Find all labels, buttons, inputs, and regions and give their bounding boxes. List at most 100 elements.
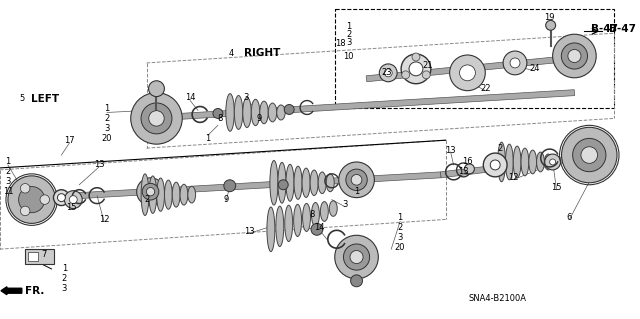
Text: 14: 14	[314, 223, 324, 232]
Text: 5: 5	[19, 94, 24, 103]
Circle shape	[69, 196, 77, 204]
Text: LEFT: LEFT	[31, 93, 59, 104]
Circle shape	[148, 111, 164, 126]
Circle shape	[450, 55, 485, 91]
Ellipse shape	[276, 206, 284, 247]
Ellipse shape	[521, 148, 529, 176]
Ellipse shape	[276, 105, 285, 120]
Ellipse shape	[312, 203, 319, 226]
Circle shape	[510, 58, 520, 68]
Circle shape	[483, 153, 507, 177]
Polygon shape	[25, 249, 54, 264]
Text: FR.: FR.	[25, 286, 44, 296]
Circle shape	[545, 154, 561, 170]
Circle shape	[568, 49, 581, 63]
Text: 3: 3	[342, 200, 348, 209]
Circle shape	[40, 195, 49, 204]
Circle shape	[561, 43, 588, 69]
Circle shape	[402, 71, 410, 79]
Circle shape	[401, 54, 431, 84]
Text: 3: 3	[243, 93, 248, 102]
Text: 1: 1	[397, 213, 403, 222]
Circle shape	[142, 183, 159, 200]
Text: 3: 3	[61, 284, 67, 293]
Text: 1: 1	[354, 187, 359, 196]
Text: 1: 1	[5, 158, 10, 167]
Text: B-47: B-47	[591, 24, 618, 34]
Text: 1: 1	[346, 22, 351, 31]
Circle shape	[573, 138, 606, 172]
Text: 20: 20	[102, 134, 112, 143]
Ellipse shape	[188, 186, 196, 203]
Text: 8: 8	[217, 114, 223, 123]
Polygon shape	[147, 90, 575, 121]
Ellipse shape	[294, 166, 302, 199]
Circle shape	[137, 178, 164, 205]
Circle shape	[490, 160, 500, 170]
Polygon shape	[10, 172, 441, 203]
Circle shape	[546, 20, 556, 30]
Circle shape	[20, 206, 30, 216]
Circle shape	[503, 51, 527, 75]
Text: 12: 12	[508, 173, 518, 182]
Text: 3: 3	[104, 124, 109, 133]
Text: 15: 15	[66, 203, 77, 212]
Circle shape	[350, 250, 363, 263]
Text: 3: 3	[397, 233, 403, 242]
Text: 2: 2	[5, 167, 10, 176]
Bar	[335, 10, 614, 108]
Ellipse shape	[285, 205, 292, 241]
Ellipse shape	[172, 182, 180, 207]
Ellipse shape	[180, 184, 188, 205]
Circle shape	[311, 223, 323, 235]
Ellipse shape	[294, 204, 301, 236]
Text: 9: 9	[257, 114, 262, 123]
Ellipse shape	[321, 202, 328, 221]
Text: 2: 2	[497, 144, 503, 152]
FancyArrow shape	[1, 287, 22, 295]
Circle shape	[550, 159, 556, 165]
Circle shape	[384, 69, 392, 77]
Circle shape	[409, 62, 423, 76]
Circle shape	[339, 162, 374, 198]
Circle shape	[213, 108, 223, 118]
Text: 3: 3	[5, 177, 11, 186]
Text: 20: 20	[395, 243, 405, 252]
Ellipse shape	[267, 207, 275, 252]
Ellipse shape	[260, 101, 268, 124]
Text: 19: 19	[545, 13, 555, 22]
Polygon shape	[366, 53, 595, 82]
Circle shape	[278, 180, 288, 190]
Text: 9: 9	[223, 195, 228, 204]
Circle shape	[351, 275, 362, 287]
Circle shape	[141, 103, 172, 134]
Text: 13: 13	[458, 167, 469, 176]
Text: 2: 2	[397, 223, 403, 232]
Ellipse shape	[164, 180, 172, 209]
Ellipse shape	[318, 172, 326, 194]
Text: 24: 24	[529, 64, 540, 73]
Text: SNA4-B2100A: SNA4-B2100A	[468, 294, 526, 303]
Text: 17: 17	[64, 136, 75, 145]
Circle shape	[380, 64, 397, 82]
Ellipse shape	[149, 176, 157, 213]
Text: 16: 16	[462, 158, 473, 167]
Circle shape	[19, 187, 45, 213]
Text: 2: 2	[104, 114, 109, 123]
Circle shape	[581, 147, 598, 163]
Ellipse shape	[498, 142, 506, 182]
Ellipse shape	[529, 150, 536, 174]
Text: 14: 14	[185, 93, 195, 102]
Ellipse shape	[252, 99, 260, 126]
Ellipse shape	[234, 95, 243, 130]
Ellipse shape	[303, 204, 310, 232]
Text: 13: 13	[244, 227, 255, 236]
Text: B-47: B-47	[609, 24, 636, 34]
Polygon shape	[440, 152, 605, 178]
Text: 11: 11	[3, 187, 13, 196]
Text: 12: 12	[99, 215, 109, 224]
Ellipse shape	[270, 160, 278, 205]
Circle shape	[224, 180, 236, 192]
Text: 7: 7	[41, 249, 46, 259]
Circle shape	[465, 164, 474, 174]
